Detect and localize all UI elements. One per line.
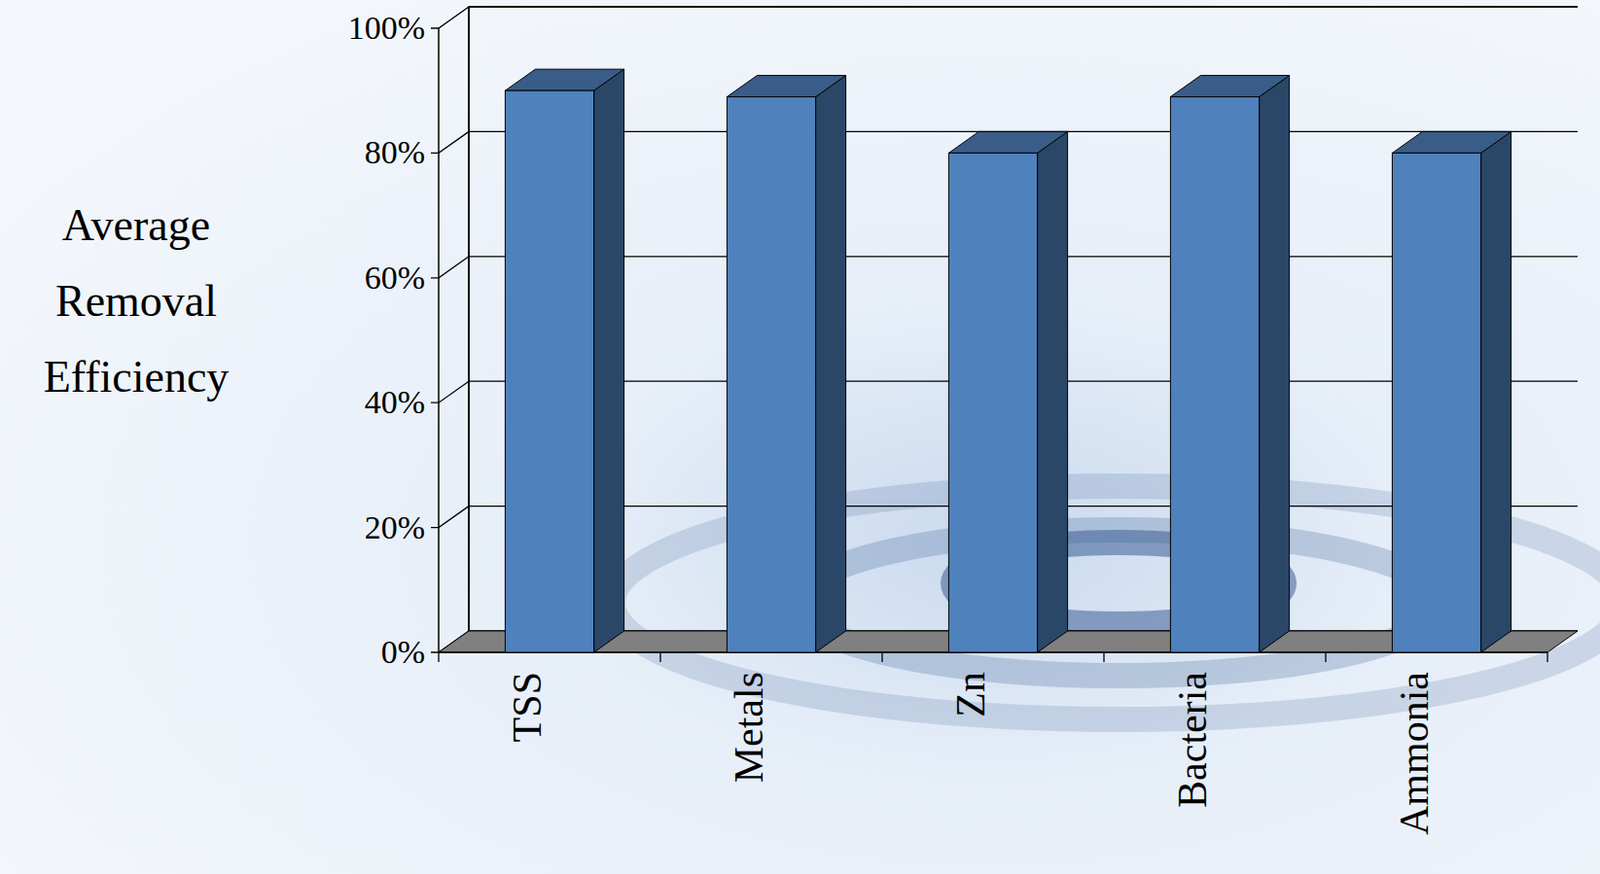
bar-side bbox=[816, 75, 847, 653]
tick-mark bbox=[430, 506, 469, 529]
category-label: Zn bbox=[948, 672, 994, 718]
category-tick bbox=[1102, 652, 1104, 663]
tick-label: 20% bbox=[364, 509, 426, 546]
bar bbox=[948, 152, 1037, 653]
bar-group bbox=[504, 69, 624, 653]
category-tick bbox=[659, 652, 661, 663]
chart: 0% 20% 40% 60% 80% 100% TSS Metals Zn Bacteria Amm… bbox=[0, 0, 1600, 874]
wall-edge bbox=[467, 6, 470, 632]
ripple bbox=[797, 530, 1440, 676]
bar-group bbox=[726, 75, 846, 653]
bar bbox=[504, 90, 594, 653]
bar-side bbox=[1259, 75, 1290, 653]
y-axis-title-line: Removal bbox=[55, 276, 217, 326]
category-tick bbox=[1324, 652, 1326, 663]
bar-top bbox=[948, 131, 1067, 153]
tick-mark bbox=[430, 131, 469, 153]
bar-group bbox=[1391, 131, 1511, 653]
tick-mark bbox=[430, 256, 469, 279]
bar-side bbox=[1481, 131, 1512, 653]
category-label: Ammonia bbox=[1391, 672, 1437, 836]
y-axis-title-line: Efficiency bbox=[43, 352, 230, 402]
category-tick bbox=[881, 652, 883, 663]
y-axis-title: Average Removal Efficiency bbox=[43, 200, 230, 402]
bar-side bbox=[594, 69, 625, 653]
bar-side bbox=[1037, 131, 1068, 653]
tick-mark bbox=[430, 6, 469, 29]
tick-label: 60% bbox=[364, 259, 426, 296]
bar-group bbox=[948, 131, 1067, 653]
bar bbox=[726, 97, 816, 653]
grid-line bbox=[468, 5, 1578, 7]
bar bbox=[1170, 97, 1259, 653]
bar-top bbox=[1170, 75, 1289, 98]
category-label: Bacteria bbox=[1170, 672, 1215, 809]
bar bbox=[1391, 152, 1481, 653]
bar-top bbox=[504, 69, 624, 91]
y-axis bbox=[437, 28, 440, 653]
bar-group bbox=[1170, 75, 1289, 653]
category-label: TSS bbox=[504, 672, 550, 743]
tick-label: 40% bbox=[364, 384, 426, 421]
y-axis-title-line: Average bbox=[62, 200, 211, 250]
tick-label: 100% bbox=[348, 9, 426, 46]
category-label: Metals bbox=[726, 672, 772, 783]
tick-mark bbox=[430, 381, 469, 403]
background bbox=[0, 0, 1600, 874]
bar-top bbox=[726, 75, 846, 98]
category-tick bbox=[1546, 652, 1548, 663]
tick-label: 0% bbox=[381, 634, 426, 671]
category-tick bbox=[437, 652, 439, 663]
bar-top bbox=[1391, 131, 1511, 153]
bars bbox=[504, 69, 1511, 653]
tick-label: 80% bbox=[364, 134, 426, 171]
